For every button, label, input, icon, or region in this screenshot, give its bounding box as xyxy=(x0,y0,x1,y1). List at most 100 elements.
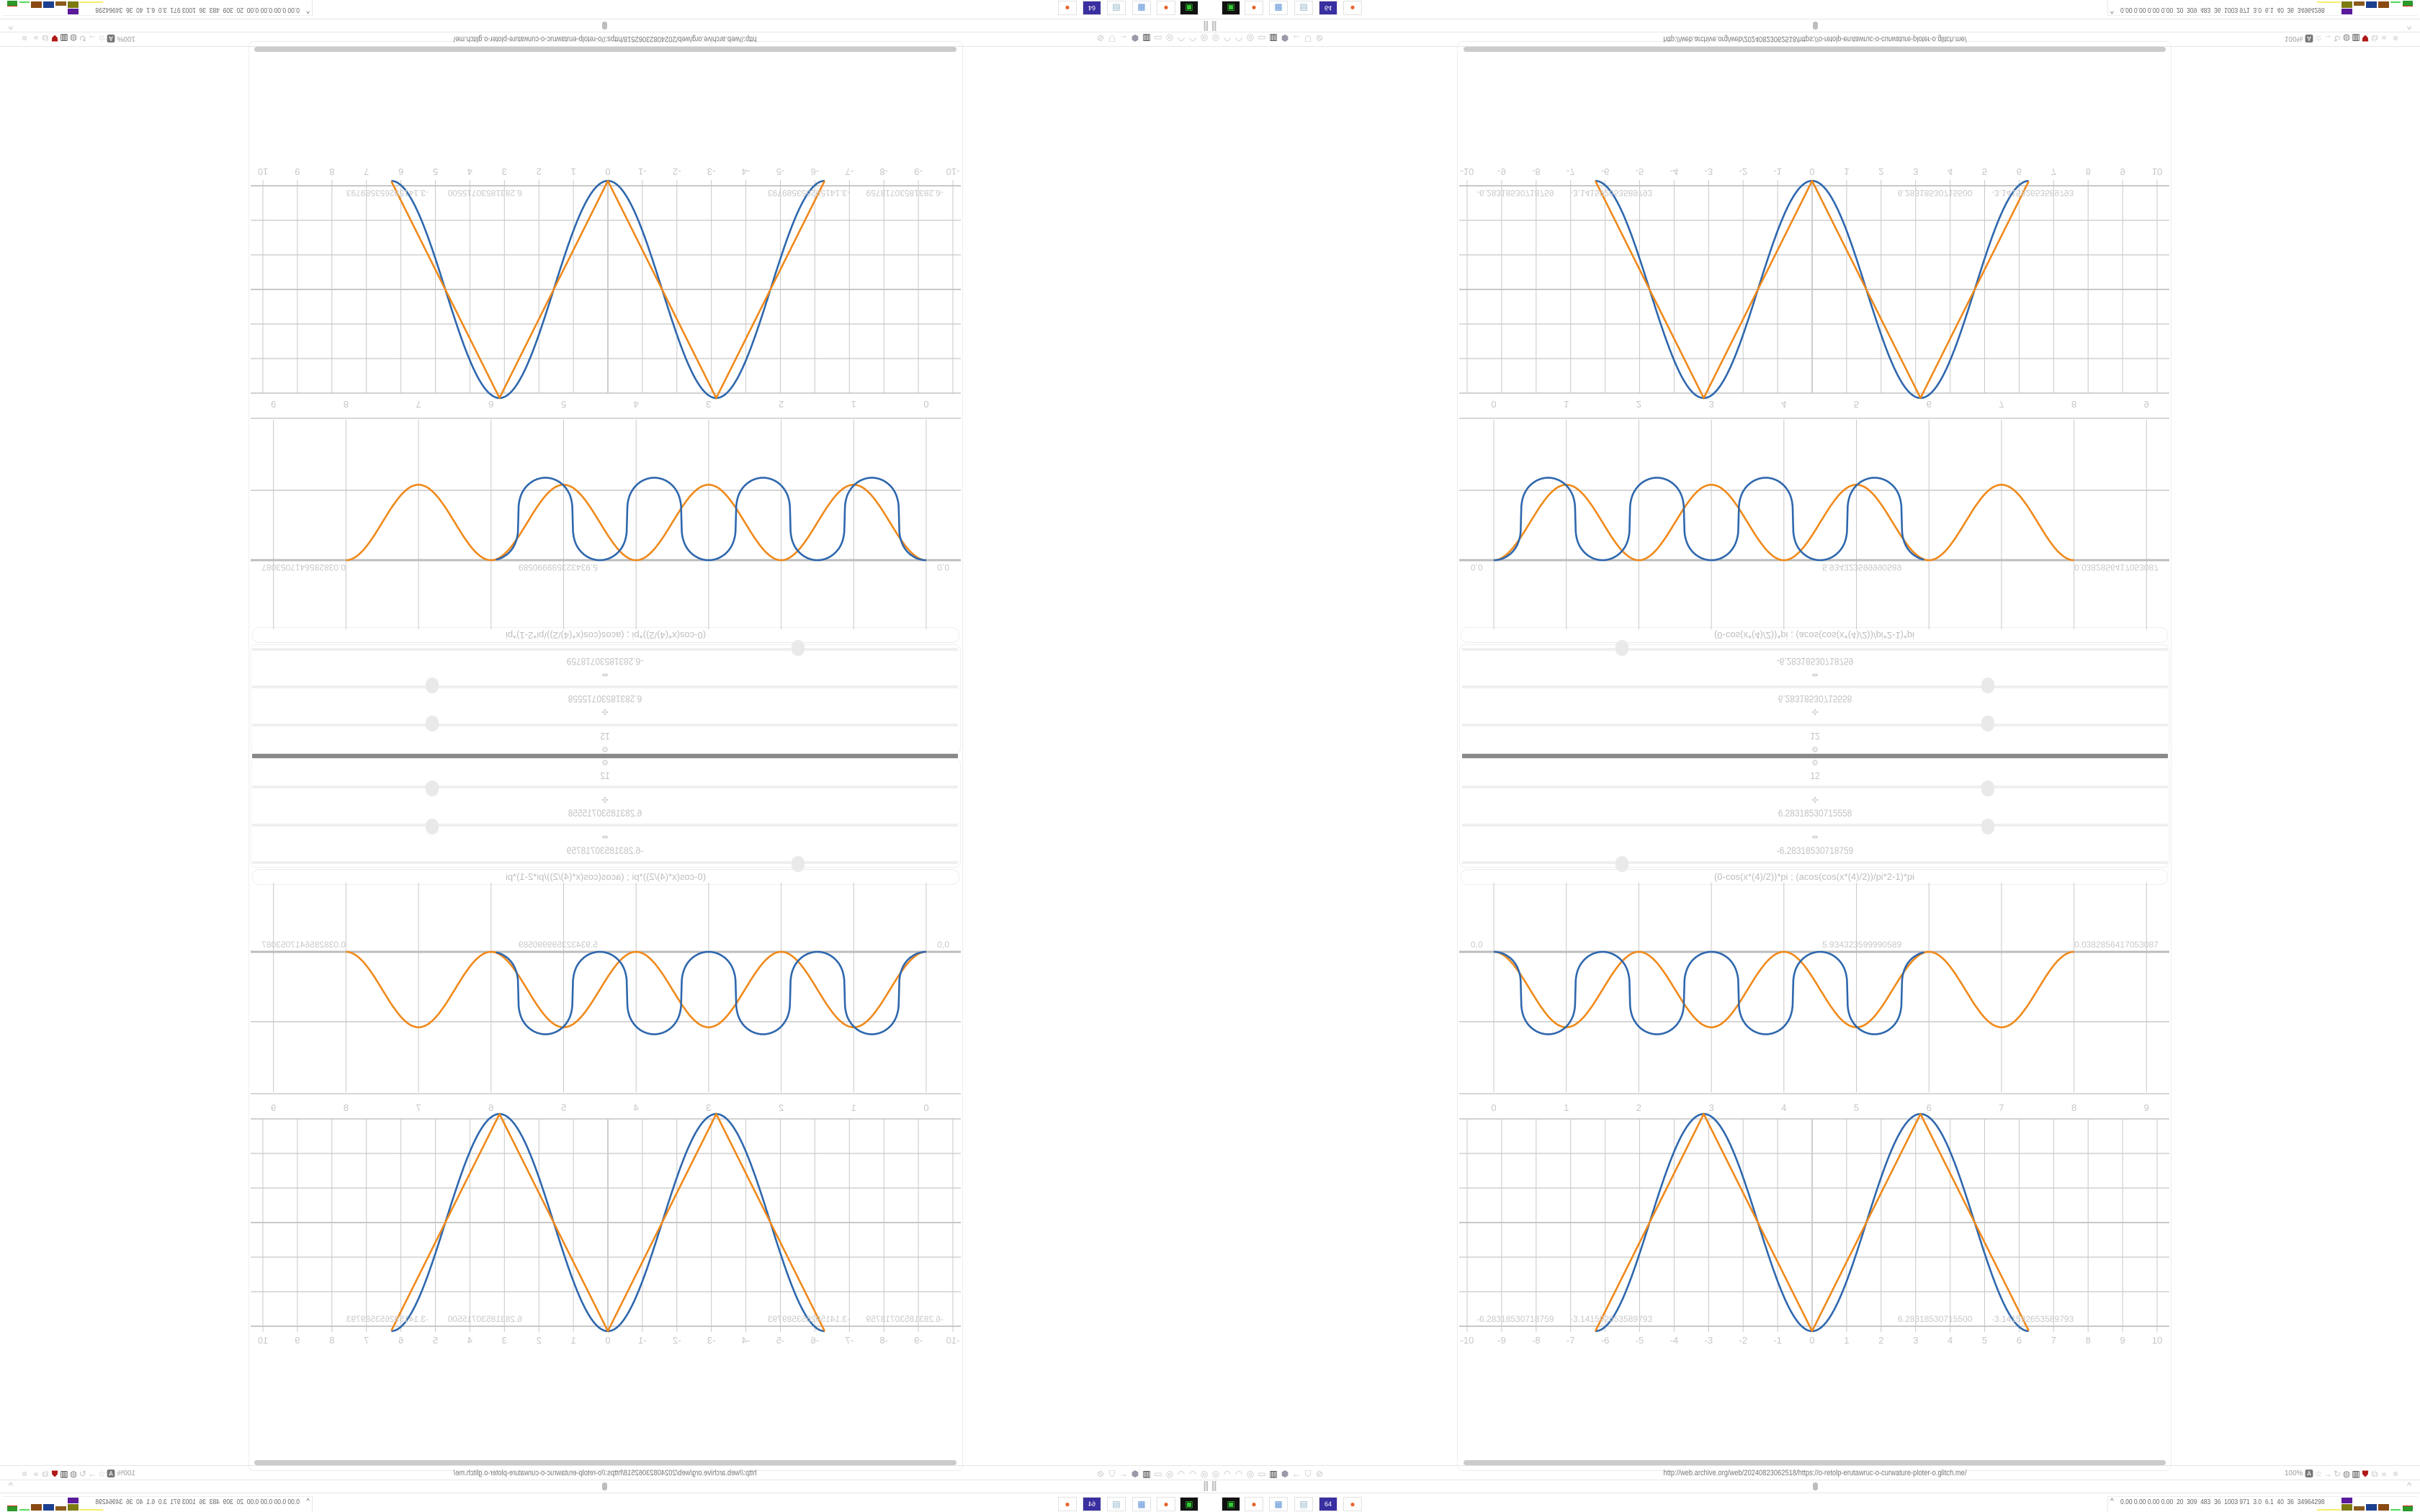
forward-icon[interactable]: → xyxy=(88,33,97,43)
forward-icon[interactable]: → xyxy=(88,1469,97,1479)
arc-icon[interactable]: ◠ xyxy=(1223,1469,1232,1479)
horizontal-scrollbar[interactable] xyxy=(254,1460,956,1465)
menu-icon[interactable]: ≡ xyxy=(22,1469,27,1479)
arc-icon[interactable]: ◠ xyxy=(1177,1469,1186,1479)
taskbar-app-floppy[interactable]: 64 xyxy=(1319,1497,1337,1511)
globe-icon[interactable]: ◎ xyxy=(1211,1469,1220,1479)
overflow-icon[interactable]: » xyxy=(2381,1469,2387,1479)
folder-icon[interactable]: ▭ xyxy=(1154,1469,1162,1479)
lock-slash-icon[interactable]: ⊘ xyxy=(1315,1469,1324,1479)
tray-expand-icon[interactable]: ^ xyxy=(2110,1498,2114,1506)
globe-icon[interactable]: ◎ xyxy=(1165,33,1174,43)
address-bar[interactable]: http://web.archive.org/web/2024082306251… xyxy=(1663,35,1967,43)
shield-icon[interactable]: ⛉ xyxy=(1304,33,1312,43)
page-indicator[interactable] xyxy=(602,22,607,30)
star-icon[interactable]: ☆ xyxy=(2314,33,2323,43)
shield-badge-icon[interactable]: ⬢ xyxy=(1131,1469,1139,1479)
horizontal-scrollbar[interactable] xyxy=(1464,1460,2166,1465)
page-indicator[interactable] xyxy=(602,1482,607,1490)
folder-icon[interactable]: ▭ xyxy=(1154,33,1162,43)
collapse-caret-icon[interactable]: ^ xyxy=(2407,1480,2412,1491)
lock-slash-icon[interactable]: ⊘ xyxy=(1096,1469,1105,1479)
red-shield-icon[interactable]: ⛊ xyxy=(51,1469,58,1479)
globe-icon[interactable]: ◎ xyxy=(1200,1469,1209,1479)
slider-track[interactable] xyxy=(1462,861,2168,864)
page-indicator[interactable] xyxy=(1813,22,1818,30)
shield-badge-icon[interactable]: ⬢ xyxy=(1131,33,1139,43)
taskbar-app-firefox[interactable]: ● xyxy=(1058,1497,1077,1511)
menu-icon[interactable]: ≡ xyxy=(2393,1469,2398,1479)
overflow-icon[interactable]: » xyxy=(2381,33,2387,43)
taskbar-app-floppy[interactable]: 64 xyxy=(1083,1,1101,15)
trash-icon[interactable]: ▥ xyxy=(1269,33,1278,43)
tray-expand-icon[interactable]: ^ xyxy=(2110,6,2114,14)
arc-icon[interactable]: ◠ xyxy=(1223,33,1232,43)
taskbar-app-terminal[interactable]: ▣ xyxy=(1180,1497,1198,1511)
back-arrow-icon[interactable]: ← xyxy=(1119,1469,1128,1479)
arc-icon[interactable]: ◠ xyxy=(1177,33,1186,43)
globe-icon[interactable]: ◎ xyxy=(1246,33,1255,43)
taskbar-app-floppy[interactable]: 64 xyxy=(1083,1497,1101,1511)
address-bar[interactable]: http://web.archive.org/web/2024082306251… xyxy=(453,35,757,43)
overflow-icon[interactable]: » xyxy=(33,33,39,43)
puzzle-icon[interactable]: ⧉ xyxy=(42,33,49,43)
globe-icon[interactable]: ◎ xyxy=(1165,1469,1174,1479)
folder-icon[interactable]: ▭ xyxy=(1258,33,1266,43)
forward-icon[interactable]: → xyxy=(2323,1469,2332,1479)
folder-icon[interactable]: ▭ xyxy=(1258,1469,1266,1479)
slider-track[interactable] xyxy=(1462,786,2168,788)
arc-icon[interactable]: ◠ xyxy=(1188,1469,1197,1479)
address-bar[interactable]: http://web.archive.org/web/2024082306251… xyxy=(1663,1469,1967,1477)
reload-icon[interactable]: ↻ xyxy=(79,1469,87,1479)
lock-slash-icon[interactable]: ⊘ xyxy=(1315,33,1324,43)
page-indicator[interactable] xyxy=(1813,1482,1818,1490)
trash-icon[interactable]: ▥ xyxy=(1269,1469,1278,1479)
taskbar-app-notepad[interactable]: ▤ xyxy=(1294,1497,1313,1511)
address-bar[interactable]: http://web.archive.org/web/2024082306251… xyxy=(453,1469,757,1477)
zoom-level[interactable]: 100% xyxy=(117,35,135,42)
shield-badge-icon[interactable]: ⬢ xyxy=(1281,33,1289,43)
star-icon[interactable]: ☆ xyxy=(97,1469,106,1479)
globe-icon[interactable]: ◍ xyxy=(2342,33,2351,43)
back-arrow-icon[interactable]: ← xyxy=(1292,1469,1301,1479)
taskbar-app-floppy[interactable]: 64 xyxy=(1319,1,1337,15)
back-arrow-icon[interactable]: ← xyxy=(1119,33,1128,43)
trash-icon[interactable]: ▥ xyxy=(60,33,68,43)
shield-icon[interactable]: ⛉ xyxy=(1304,1469,1312,1479)
collapse-caret-icon[interactable]: ^ xyxy=(2407,21,2412,32)
zoom-level[interactable]: 100% xyxy=(2285,35,2303,42)
globe-icon[interactable]: ◎ xyxy=(1246,1469,1255,1479)
formula-field[interactable]: (0-cos(x*(4)/2))*pi ; (acos(cos(x*(4)/2)… xyxy=(1461,869,2168,885)
puzzle-icon[interactable]: ⧉ xyxy=(42,1469,49,1479)
star-icon[interactable]: ☆ xyxy=(97,33,106,43)
trash-icon[interactable]: ▥ xyxy=(2352,33,2360,43)
puzzle-icon[interactable]: ⧉ xyxy=(2371,1469,2378,1479)
slider-thumb[interactable] xyxy=(1981,780,1995,796)
reload-icon[interactable]: ↻ xyxy=(79,33,87,43)
taskbar-app-firefox[interactable]: ● xyxy=(1157,1497,1175,1511)
star-icon[interactable]: ☆ xyxy=(2314,1469,2323,1479)
globe-icon[interactable]: ◎ xyxy=(1200,33,1209,43)
tray-expand-icon[interactable]: ^ xyxy=(306,6,310,14)
overflow-icon[interactable]: » xyxy=(33,1469,39,1479)
zoom-level[interactable]: 100% xyxy=(117,1470,135,1477)
taskbar-app-calculator[interactable]: ▦ xyxy=(1269,1497,1288,1511)
taskbar-app-firefox[interactable]: ● xyxy=(1245,1,1263,15)
taskbar-app-terminal[interactable]: ▣ xyxy=(1222,1,1240,15)
pause-icon[interactable]: || xyxy=(1204,20,1209,32)
taskbar-app-firefox[interactable]: ● xyxy=(1245,1497,1263,1511)
arc-icon[interactable]: ◠ xyxy=(1234,33,1243,43)
back-arrow-icon[interactable]: ← xyxy=(1292,33,1301,43)
taskbar-app-firefox[interactable]: ● xyxy=(1058,1,1077,15)
translate-icon[interactable]: 🅰 xyxy=(2305,1469,2313,1479)
reload-icon[interactable]: ↻ xyxy=(2333,33,2341,43)
red-shield-icon[interactable]: ⛊ xyxy=(2362,1469,2369,1479)
menu-icon[interactable]: ≡ xyxy=(22,33,27,43)
taskbar-app-firefox[interactable]: ● xyxy=(1157,1,1175,15)
shield-badge-icon[interactable]: ⬢ xyxy=(1281,1469,1289,1479)
pause-icon[interactable]: || xyxy=(1211,20,1216,32)
globe-icon[interactable]: ◎ xyxy=(1211,33,1220,43)
taskbar-app-terminal[interactable]: ▣ xyxy=(1180,1,1198,15)
collapse-caret-icon[interactable]: ^ xyxy=(8,1480,13,1491)
menu-icon[interactable]: ≡ xyxy=(2393,33,2398,43)
